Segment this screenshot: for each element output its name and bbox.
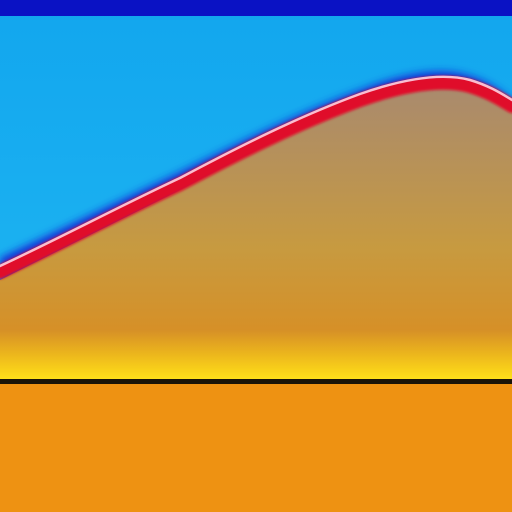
ridge-highlight-line (0, 75, 512, 268)
ridge-red-line (0, 75, 512, 279)
area-under-ridge (0, 86, 512, 380)
horizon-line (0, 379, 512, 384)
horizon-yellow-glow (0, 330, 512, 380)
ground-region (0, 384, 512, 512)
top-dark-band (0, 0, 512, 16)
